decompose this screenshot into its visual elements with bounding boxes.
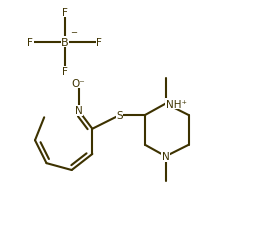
Text: −: −: [70, 28, 78, 37]
Text: NH⁺: NH⁺: [166, 99, 187, 109]
Text: F: F: [28, 37, 33, 47]
Text: S: S: [117, 110, 123, 121]
Text: B: B: [61, 37, 69, 47]
Text: O⁻: O⁻: [72, 79, 85, 88]
Text: N: N: [162, 152, 170, 161]
Text: N: N: [75, 106, 83, 116]
Text: F: F: [62, 67, 68, 77]
Text: F: F: [96, 37, 102, 47]
Text: F: F: [62, 8, 68, 18]
